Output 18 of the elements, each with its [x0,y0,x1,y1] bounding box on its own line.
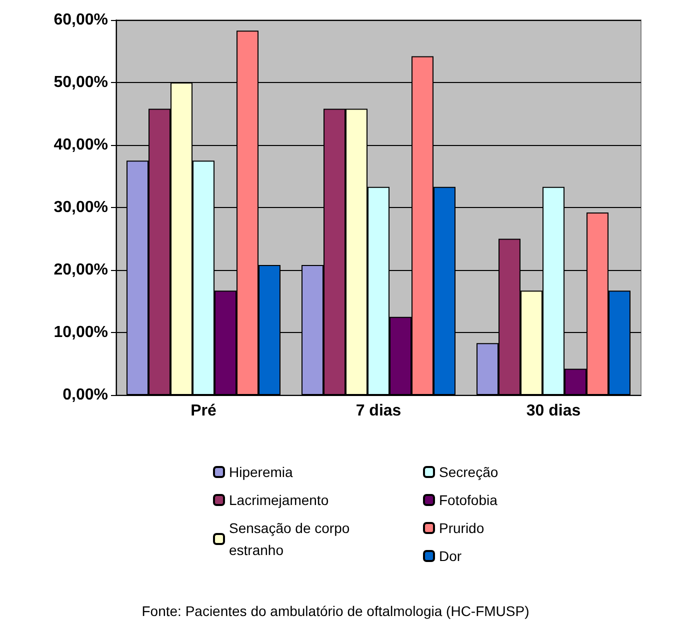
x-tick-label: 7 dias [356,402,402,420]
legend-label: Hiperemia [229,464,294,480]
y-tick-label: 40,00% [54,136,108,154]
y-tick-label: 60,00% [54,12,108,28]
x-tick-label: Pré [190,402,216,420]
legend-label: Dor [439,548,462,564]
legend-label: Lacrimejamento [229,492,329,508]
y-tick-label: 0,00% [62,386,108,404]
source-note: Fonte: Pacientes do ambulatório de oftalmologia (HC-FMUSP) [142,603,530,619]
y-tick-label: 20,00% [54,262,108,278]
legend-label: Prurido [439,520,484,536]
legend-label: Sensação de corpo estranho [229,520,354,558]
y-tick-label: 50,00% [54,74,108,91]
y-tick-label: 10,00% [54,324,108,341]
y-tick-label: 30,00% [54,199,108,216]
x-tick-label: 30 dias [526,402,581,420]
legend-label: Secreção [439,464,498,480]
legend-label: Fotofobia [439,492,498,508]
